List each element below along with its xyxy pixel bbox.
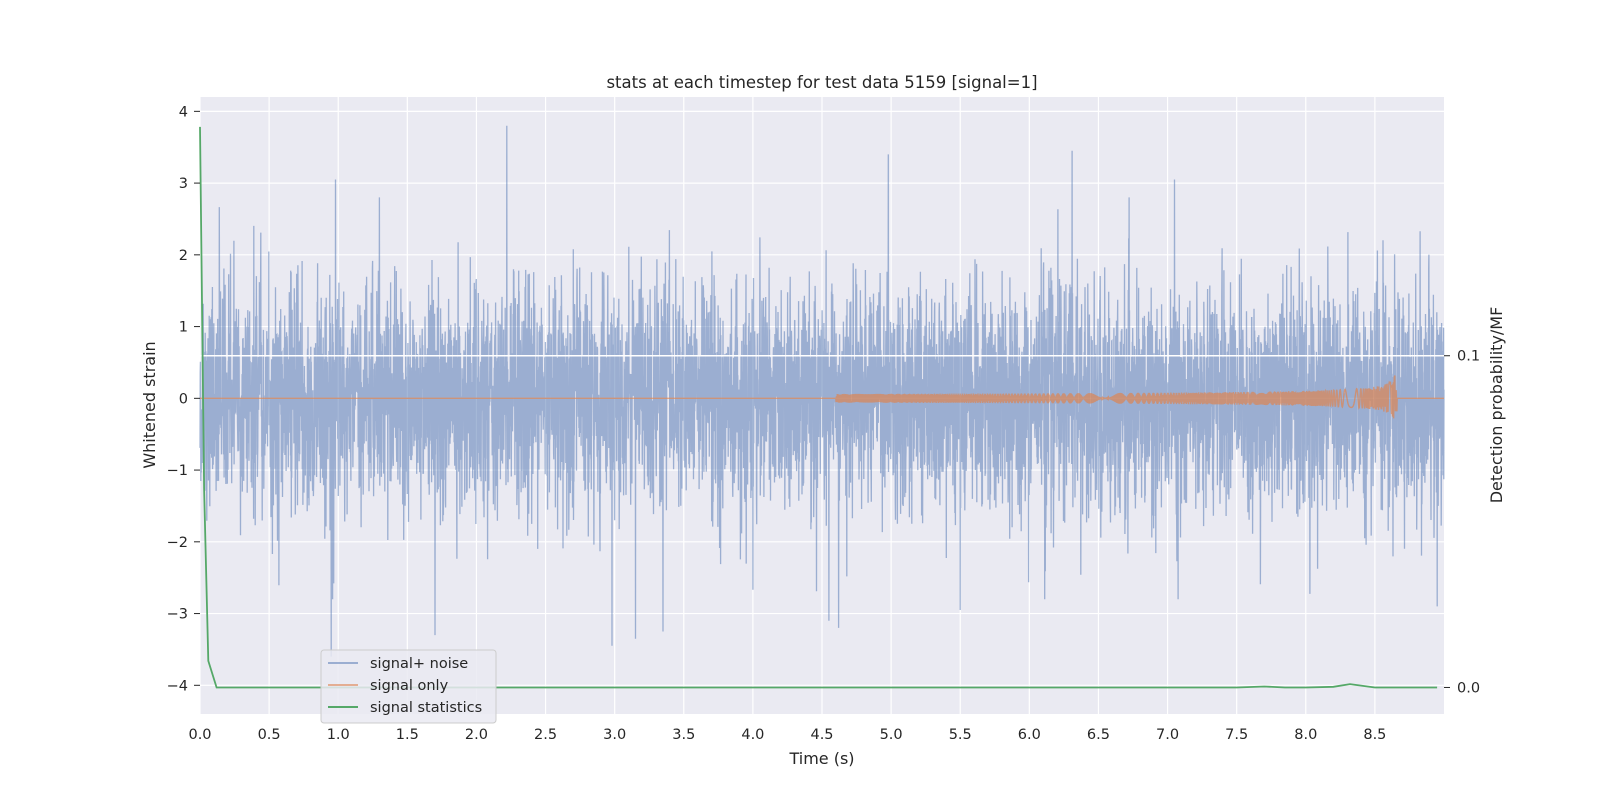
y2-tick-label: 0.1 [1457, 349, 1480, 365]
x-tick-label: 4.5 [810, 727, 833, 743]
legend-box [320, 649, 497, 724]
y-tick-label: −3 [167, 607, 188, 623]
x-tick-label: 1.0 [327, 727, 350, 743]
y-tick-label: 0 [179, 391, 188, 407]
x-tick-label: 2.5 [534, 727, 557, 743]
x-tick-label: 7.5 [1225, 727, 1248, 743]
y-tick-label: 4 [179, 104, 188, 120]
x-tick-label: 5.5 [949, 727, 972, 743]
x-tick-label: 6.5 [1087, 727, 1110, 743]
y2-axis-label: Detection probability/MF [1487, 307, 1506, 504]
x-tick-label: 0.5 [258, 727, 281, 743]
y-axis-label: Whitened strain [140, 341, 159, 468]
legend-label-signal-noise: signal+ noise [370, 656, 468, 672]
y-tick-label: −4 [167, 678, 188, 694]
series-signal-statistics [199, 126, 1438, 689]
x-tick-label: 7.0 [1156, 727, 1179, 743]
x-tick-label: 5.0 [880, 727, 903, 743]
y2-tick-label: 0.0 [1457, 680, 1480, 696]
series-signal-only [200, 375, 1444, 419]
legend: signal+ noise signal only signal statist… [320, 649, 497, 724]
chart-title: stats at each timestep for test data 515… [606, 73, 1037, 92]
series-signal-noise [199, 125, 1445, 657]
y-tick-label: 3 [179, 176, 188, 192]
legend-label-signal-only: signal only [370, 678, 449, 694]
axis-ticks: 0.0 0.5 1.0 1.5 2.0 2.5 3.0 3.5 4.0 4.5 5.0 5.5 6.0 6… [167, 104, 1480, 743]
y-tick-label: −1 [167, 463, 188, 479]
x-tick-label: 0.0 [188, 727, 211, 743]
x-tick-label: 6.0 [1018, 727, 1041, 743]
x-tick-label: 4.0 [741, 727, 764, 743]
x-tick-label: 2.0 [465, 727, 488, 743]
legend-label-signal-statistics: signal statistics [370, 700, 482, 716]
x-axis-label: Time (s) [788, 749, 854, 768]
x-tick-label: 8.5 [1363, 727, 1386, 743]
y-tick-label: 2 [179, 248, 188, 264]
x-tick-label: 8.0 [1294, 727, 1317, 743]
data-series [199, 125, 1445, 689]
x-tick-label: 1.5 [396, 727, 419, 743]
y-tick-label: 1 [179, 320, 188, 336]
y-tick-label: −2 [167, 535, 188, 551]
x-tick-label: 3.5 [672, 727, 695, 743]
x-tick-label: 3.0 [603, 727, 626, 743]
